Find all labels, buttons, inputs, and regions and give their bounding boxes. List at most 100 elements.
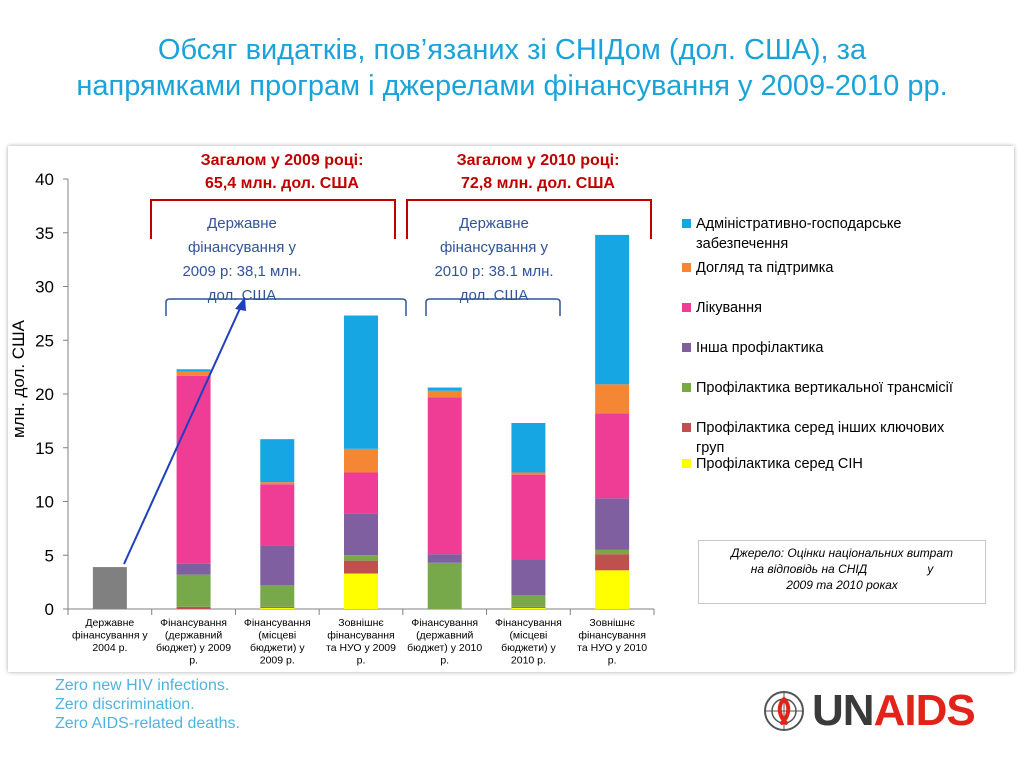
x-tick-label: Фінансування [244, 617, 311, 629]
x-tick-label: фінансування [578, 630, 646, 642]
y-tick-label: 15 [35, 439, 54, 458]
title-line-1: Обсяг видатків, пов’язаних зі СНІДом (до… [157, 34, 867, 66]
footer-slogans: Zero new HIV infections. Zero discrimina… [55, 676, 240, 733]
x-tick-label: р. [357, 655, 366, 667]
bar-segment [427, 554, 462, 563]
footer-line-1: Zero new HIV infections. [55, 677, 230, 694]
x-tick-label: бюджет) у 2009 [156, 642, 231, 654]
un-emblem-icon [764, 691, 804, 731]
bar-segment [511, 559, 546, 596]
y-tick-label: 20 [35, 385, 54, 404]
bar-segment [511, 472, 546, 475]
gov-2009-annotation: фінансування у [188, 239, 297, 256]
x-tick-label: фінансування у [72, 630, 148, 642]
x-tick-label: (державний [165, 630, 222, 642]
logo-un: UN [812, 686, 875, 735]
bar-segment [344, 513, 378, 556]
bar-segment [511, 474, 546, 560]
bracket-2009 [150, 199, 396, 239]
bar-segment [344, 573, 378, 609]
y-axis-title: млн. дол. США [9, 319, 28, 438]
bar-segment [511, 595, 546, 607]
bar-segment [260, 484, 295, 546]
bar-segment [260, 607, 295, 609]
gov-2009-annotation: 2009 р: 38,1 млн. [182, 263, 301, 280]
bar-segment [260, 545, 295, 586]
trend-arrow-head [235, 297, 246, 311]
legend-label: Профілактика серед СІН [696, 456, 863, 472]
x-tick-label: р. [440, 655, 449, 667]
x-tick-label: Фінансування [411, 617, 478, 629]
x-tick-label: Фінансування [160, 617, 227, 629]
bar-segment [176, 369, 211, 372]
bar-segment [595, 384, 630, 414]
bar-segment [176, 563, 211, 575]
bar-segment [595, 234, 630, 385]
source-note-line-2: на відповідь на СНІД у [750, 562, 934, 576]
x-tick-label: р. [608, 655, 617, 667]
gov-2010-annotation: фінансування у [440, 239, 549, 256]
bar-segment [260, 606, 295, 608]
bar-segment [344, 315, 378, 449]
unaids-wordmark: UNAIDS [812, 686, 976, 736]
bar-segment [511, 423, 546, 473]
title-line-2: напрямками програм і джерелами фінансува… [76, 70, 948, 102]
total-2010-line-2: 72,8 млн. дол. США [461, 175, 615, 192]
x-tick-label: та НУО у 2009 [326, 642, 396, 654]
bar-segment [511, 606, 546, 608]
brace-2009 [165, 298, 407, 316]
x-tick-label: фінансування [327, 630, 395, 642]
x-tick-label: 2010 р. [511, 655, 546, 667]
footer-line-3: Zero AIDS-related deaths. [55, 715, 240, 732]
bar-segment [595, 498, 630, 550]
gov-2010-annotation: Державне [459, 215, 529, 232]
legend-label: Інша профілактика [696, 340, 824, 356]
bar-segment [344, 555, 378, 561]
source-note: Джерело: Оцінки національних витрат на в… [698, 540, 986, 604]
legend-swatch [682, 303, 691, 312]
x-tick-label: бюджети) у [501, 642, 556, 654]
bar-segment [595, 413, 630, 499]
bar-segment [427, 397, 462, 555]
x-tick-label: р. [189, 655, 198, 667]
x-tick-label: (державний [416, 630, 473, 642]
trend-arrow-line [123, 303, 243, 565]
bar-segment [344, 472, 378, 514]
footer-line-2: Zero discrimination. [55, 696, 195, 713]
source-note-line-3: 2009 та 2010 роках [786, 578, 898, 592]
legend-label: Адміністративно-господарське [696, 216, 901, 232]
bar-segment [427, 387, 462, 391]
bar-segment [344, 448, 378, 473]
total-2009-line-1: Загалом у 2009 році: [201, 152, 364, 169]
legend-swatch [682, 459, 691, 468]
bar-segment [92, 567, 127, 609]
bar-segment [176, 375, 211, 564]
bar-segment [260, 482, 295, 485]
x-tick-label: 2009 р. [260, 655, 295, 667]
x-tick-label: Зовнішнє [589, 617, 635, 629]
y-tick-label: 0 [45, 600, 54, 619]
bar-segment [595, 554, 630, 571]
x-tick-label: та НУО у 2010 [577, 642, 647, 654]
legend-swatch [682, 423, 691, 432]
y-tick-label: 25 [35, 331, 54, 350]
y-tick-label: 5 [45, 546, 54, 565]
logo-aids: AIDS [873, 686, 976, 735]
legend-swatch [682, 343, 691, 352]
legend-swatch [682, 383, 691, 392]
legend-label: Догляд та підтримка [696, 260, 834, 276]
chart-frame: 0 5 10 15 20 25 30 35 40 млн. дол. США Державне фін… [8, 146, 1014, 672]
bar-segment [595, 549, 630, 555]
bar-segment [427, 390, 462, 398]
source-note-line-1: Джерело: Оцінки національних витрат [730, 546, 954, 560]
total-2010-line-1: Загалом у 2010 році: [457, 152, 620, 169]
x-tick-label: бюджети) у [250, 642, 305, 654]
x-tick-label: (місцеві [509, 630, 547, 642]
bar-segment [511, 607, 546, 609]
legend-label: Профілактика серед інших ключових [696, 420, 945, 436]
bar-segment [260, 439, 295, 483]
legend-label: Лікування [696, 300, 762, 316]
bar-segment [427, 562, 462, 609]
gov-2010-annotation: дол. США [460, 287, 528, 304]
